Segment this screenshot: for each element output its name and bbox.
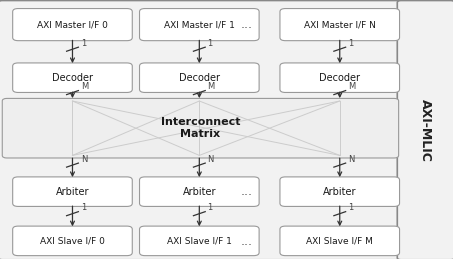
Text: Arbiter: Arbiter xyxy=(183,187,216,197)
Text: N: N xyxy=(207,155,214,164)
FancyBboxPatch shape xyxy=(397,1,453,259)
Text: AXI Master I/F 1: AXI Master I/F 1 xyxy=(164,20,235,29)
Text: ...: ... xyxy=(241,235,253,248)
Text: M: M xyxy=(207,82,215,91)
FancyBboxPatch shape xyxy=(13,63,132,92)
FancyBboxPatch shape xyxy=(13,9,132,41)
Text: 1: 1 xyxy=(207,203,213,212)
Text: M: M xyxy=(81,82,88,91)
Text: 1: 1 xyxy=(348,203,353,212)
Text: 1: 1 xyxy=(348,39,353,48)
Text: AXI Master I/F 0: AXI Master I/F 0 xyxy=(37,20,108,29)
Text: 1: 1 xyxy=(81,39,86,48)
Text: AXI-MLIC: AXI-MLIC xyxy=(419,99,432,162)
FancyBboxPatch shape xyxy=(280,63,400,92)
FancyBboxPatch shape xyxy=(13,177,132,206)
Text: AXI Slave I/F M: AXI Slave I/F M xyxy=(306,236,373,245)
FancyBboxPatch shape xyxy=(280,9,400,41)
FancyBboxPatch shape xyxy=(140,226,259,256)
Text: 1: 1 xyxy=(81,203,86,212)
FancyBboxPatch shape xyxy=(2,98,399,158)
Text: M: M xyxy=(348,82,355,91)
Text: ...: ... xyxy=(241,185,253,198)
Text: Interconnect
Matrix: Interconnect Matrix xyxy=(161,117,240,139)
Text: N: N xyxy=(348,155,354,164)
Text: AXI Slave I/F 0: AXI Slave I/F 0 xyxy=(40,236,105,245)
Text: AXI Master I/F N: AXI Master I/F N xyxy=(304,20,376,29)
FancyBboxPatch shape xyxy=(140,63,259,92)
FancyBboxPatch shape xyxy=(280,226,400,256)
Text: Decoder: Decoder xyxy=(52,73,93,83)
Text: Decoder: Decoder xyxy=(179,73,220,83)
Text: Arbiter: Arbiter xyxy=(323,187,357,197)
FancyBboxPatch shape xyxy=(140,177,259,206)
Text: Decoder: Decoder xyxy=(319,73,360,83)
FancyBboxPatch shape xyxy=(140,9,259,41)
Text: Arbiter: Arbiter xyxy=(56,187,89,197)
Text: N: N xyxy=(81,155,87,164)
FancyBboxPatch shape xyxy=(0,1,402,259)
FancyBboxPatch shape xyxy=(13,226,132,256)
FancyBboxPatch shape xyxy=(280,177,400,206)
Text: 1: 1 xyxy=(207,39,213,48)
Text: ...: ... xyxy=(241,18,253,31)
Text: AXI Slave I/F 1: AXI Slave I/F 1 xyxy=(167,236,232,245)
